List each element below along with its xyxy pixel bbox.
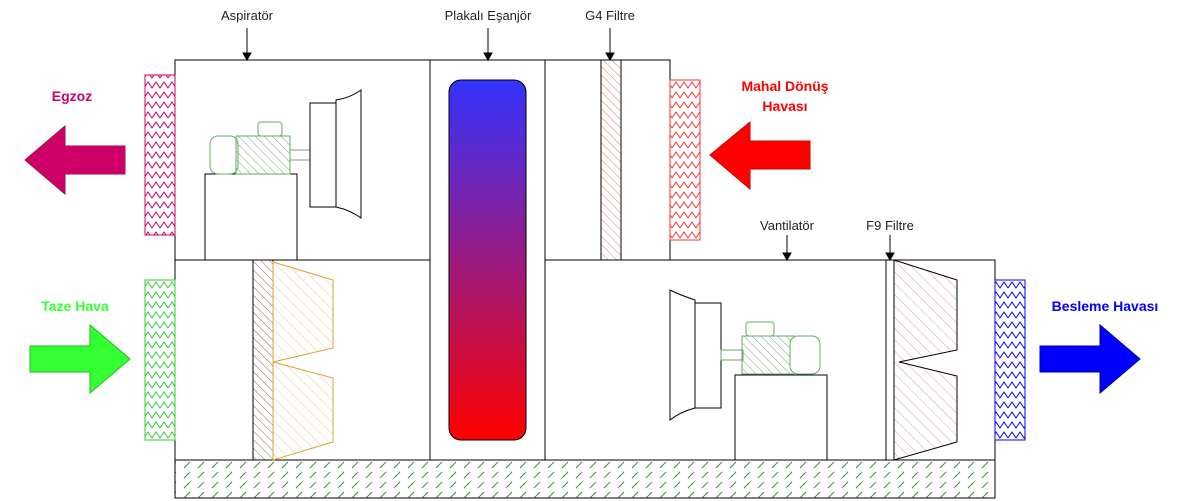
f9-filter — [893, 259, 958, 461]
g4-filter-label: G4 Filtre — [585, 8, 635, 23]
fresh-air-prefilter — [252, 259, 274, 461]
base-floor — [174, 459, 996, 499]
g4-filter — [600, 59, 622, 261]
f9-filter-label: F9 Filtre — [866, 218, 914, 233]
supply-motor — [720, 321, 828, 461]
return-air-label-line2: Havası — [762, 98, 807, 114]
supply-fan — [669, 289, 722, 422]
fresh-air-grille — [144, 279, 176, 441]
return-grille — [669, 79, 701, 241]
supply-grille — [994, 279, 1026, 441]
exhaust-grille — [144, 74, 176, 236]
fan-label: Vantilatör — [760, 218, 815, 233]
exhaust-label: Egzoz — [52, 88, 92, 104]
return-air-arrow — [709, 120, 811, 191]
fresh-air-arrow — [29, 323, 131, 395]
exhaust-arrow — [24, 124, 126, 196]
supply-air-arrow — [1039, 323, 1141, 395]
bag-filter — [272, 261, 334, 461]
supply-air-label: Besleme Havası — [1052, 298, 1159, 314]
aspirator-motor — [204, 121, 311, 261]
fresh-air-label: Taze Hava — [41, 298, 109, 314]
plate-exchanger — [448, 79, 527, 441]
aspirator-label: Aspiratör — [221, 8, 274, 23]
label-pointers — [242, 28, 895, 262]
plate-exchanger-label: Plakalı Eşanjör — [445, 8, 532, 23]
return-air-label-line1: Mahal Dönüş — [741, 78, 828, 94]
aspirator-fan — [309, 89, 362, 219]
f9-filter-frame — [885, 259, 895, 461]
